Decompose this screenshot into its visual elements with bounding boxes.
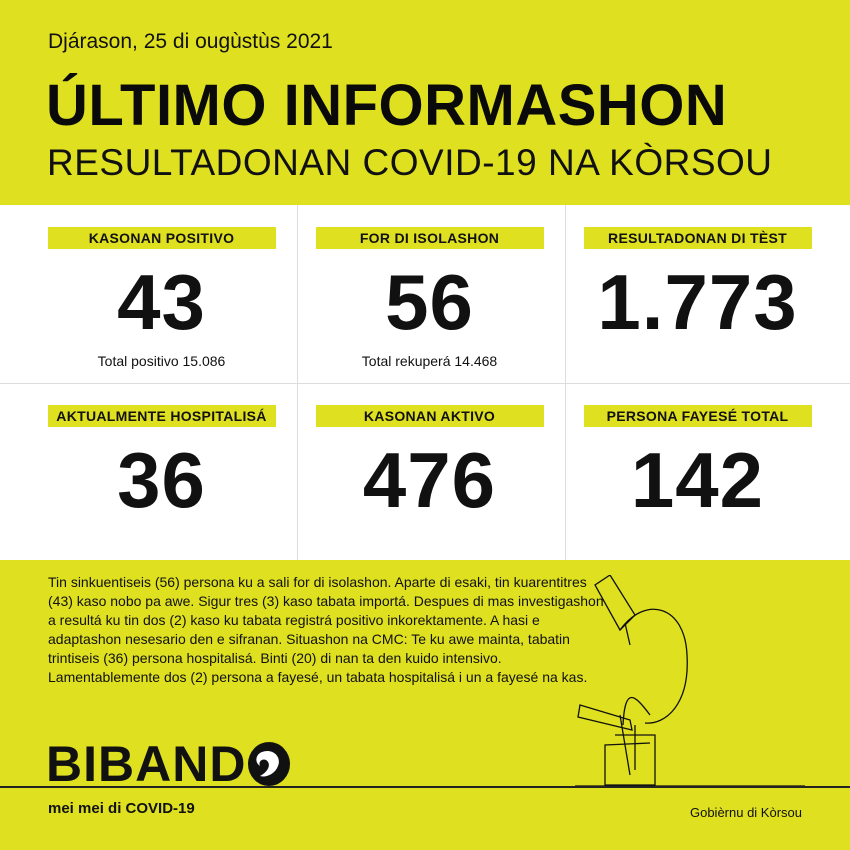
stat-value: 43 (117, 258, 206, 346)
stat-label: KASONAN POSITIVO (47, 227, 276, 249)
stat-positive-cases: KASONAN POSITIVO 43 Total positivo 15.08… (20, 205, 303, 382)
government-credit: Gobièrnu di Kòrsou (689, 805, 802, 820)
divider (297, 205, 298, 560)
stat-label: KASONAN AKTIVO (315, 405, 544, 427)
stat-value: 1.773 (597, 258, 798, 346)
footer-divider (0, 786, 850, 788)
stat-deaths-total: PERSONA FAYESÉ TOTAL 142 (556, 383, 839, 560)
stat-label: RESULTADONAN DI TÈST (583, 227, 812, 249)
stat-value: 36 (117, 436, 206, 524)
divider (0, 383, 850, 384)
stat-subtext: Total positivo 15.086 (97, 353, 226, 369)
tagline: mei mei di COVID-19 (48, 800, 195, 817)
date: Djárason, 25 di ougùstùs 2021 (48, 30, 333, 53)
stat-label: AKTUALMENTE HOSPITALISÁ (47, 405, 276, 427)
divider (565, 205, 566, 560)
stat-value: 476 (362, 436, 497, 524)
logo-text: BIBAND (46, 736, 247, 792)
page-subtitle: RESULTADONAN COVID-19 NA KÒRSOU (47, 142, 773, 183)
stat-value: 56 (385, 258, 474, 346)
stat-label: FOR DI ISOLASHON (315, 227, 544, 249)
stat-value: 142 (630, 436, 765, 524)
page-title: ÚLTIMO INFORMASHON (46, 73, 728, 138)
microscope-icon (575, 575, 805, 787)
bibando-logo-o-icon (248, 742, 291, 786)
bibando-logo: BIBAND (46, 735, 291, 793)
summary-text: Tin sinkuentiseis (56) persona ku a sali… (48, 574, 604, 685)
stat-hospitalized: AKTUALMENTE HOSPITALISÁ 36 (20, 383, 303, 560)
stat-label: PERSONA FAYESÉ TOTAL (583, 405, 812, 427)
stat-test-results: RESULTADONAN DI TÈST 1.773 (556, 205, 839, 382)
stat-active-cases: KASONAN AKTIVO 476 (288, 383, 571, 560)
stat-subtext: Total rekuperá 14.468 (361, 353, 498, 369)
stats-panel: KASONAN POSITIVO 43 Total positivo 15.08… (0, 205, 850, 560)
stat-isolation-released: FOR DI ISOLASHON 56 Total rekuperá 14.46… (288, 205, 571, 382)
